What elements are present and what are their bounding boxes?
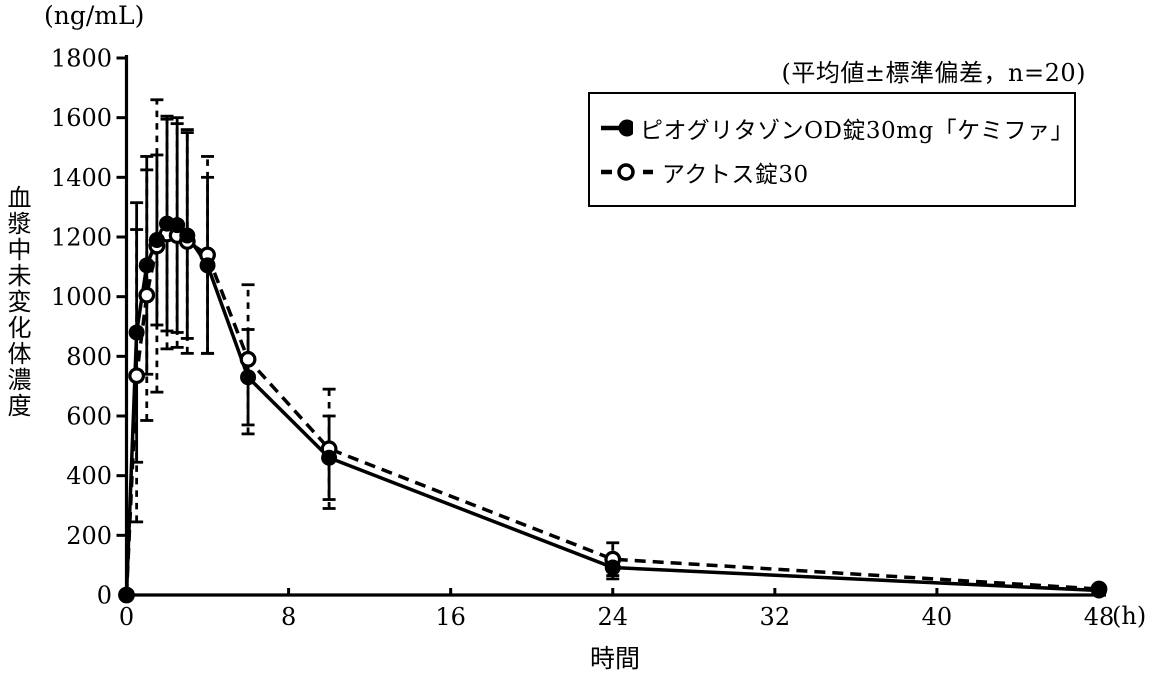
y-tick-label: 800 xyxy=(66,343,112,371)
series-line-actos xyxy=(124,232,1100,596)
y-axis-title: 血漿中未変化体濃度 xyxy=(3,185,31,419)
y-axis-unit-label: (ng/mL) xyxy=(44,1,145,30)
data-point-kemipha-0h xyxy=(118,587,135,603)
y-tick-label: 1400 xyxy=(51,164,112,192)
data-point-kemipha-10h xyxy=(321,449,338,466)
stats-annotation: (平均値±標準偏差，n=20) xyxy=(781,59,1086,87)
y-tick-label: 1600 xyxy=(51,104,112,132)
data-point-actos-1h xyxy=(138,286,156,304)
series-line-kemipha xyxy=(124,221,1100,596)
series-markers-kemipha xyxy=(118,215,1107,603)
x-tick-label: 48 xyxy=(1084,603,1115,631)
data-point-kemipha-24h xyxy=(604,559,621,576)
data-point-kemipha-4h xyxy=(199,257,216,274)
x-axis-title: 時間 xyxy=(589,644,640,673)
y-tick-label: 1000 xyxy=(51,283,112,311)
legend-marker-filled-circle-solid-line xyxy=(601,119,634,136)
x-tick-label: 40 xyxy=(922,603,953,631)
data-point-kemipha-0.5h xyxy=(128,324,145,341)
data-point-kemipha-3h xyxy=(179,227,196,244)
x-tick-label: 0 xyxy=(119,603,134,631)
legend-marker-open-circle-dashed-line xyxy=(601,162,653,181)
legend-item-actos: アクトス錠30 xyxy=(599,156,1074,188)
data-point-actos-0.5h xyxy=(128,367,146,385)
legend-label-actos: アクトス錠30 xyxy=(662,161,809,188)
data-point-kemipha-48h xyxy=(1091,582,1107,599)
y-tick-label: 400 xyxy=(66,462,112,490)
x-tick-label: 8 xyxy=(281,603,296,631)
data-point-actos-6h xyxy=(239,350,257,368)
y-tick-label: 1200 xyxy=(51,224,112,252)
data-point-kemipha-6h xyxy=(240,369,257,386)
x-tick-label: 32 xyxy=(760,603,791,631)
error-bar-actos-10h xyxy=(322,387,336,510)
y-tick-label: 600 xyxy=(66,403,112,431)
axes: 0 200 400 600 800 1000 1200 1400 1600 1800 0 8 16 24 3… xyxy=(51,45,1114,632)
legend-item-kemipha: ピオグリタゾンOD錠30mg「ケミファ」 xyxy=(599,112,1074,144)
legend-label-kemipha: ピオグリタゾンOD錠30mg「ケミファ」 xyxy=(640,117,1074,144)
error-bar-actos-1.5h xyxy=(150,98,164,394)
x-tick-label: 24 xyxy=(597,603,628,631)
y-tick-label: 1800 xyxy=(51,45,112,73)
x-tick-label: 16 xyxy=(435,603,466,631)
error-bar-actos-6h xyxy=(241,283,255,436)
y-tick-label: 200 xyxy=(66,522,112,550)
y-tick-label: 0 xyxy=(97,582,112,610)
data-point-kemipha-1.5h xyxy=(148,231,165,248)
error-bar-actos-3h xyxy=(180,128,194,355)
data-point-kemipha-2.5h xyxy=(169,217,186,234)
data-point-kemipha-1h xyxy=(138,257,155,274)
x-axis-unit-label: (h) xyxy=(1112,602,1147,630)
legend: ピオグリタゾンOD錠30mg「ケミファ」 アクトス錠30 xyxy=(588,92,1076,207)
